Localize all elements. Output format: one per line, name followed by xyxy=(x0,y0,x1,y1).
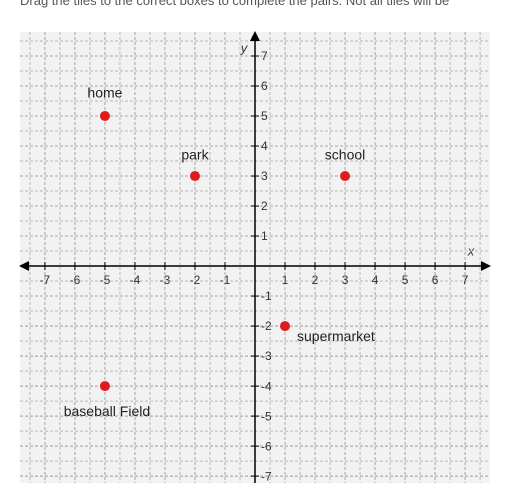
point xyxy=(340,171,351,182)
y-tick-label: -3 xyxy=(261,349,272,363)
x-tick-label: 2 xyxy=(312,273,319,287)
point xyxy=(99,111,110,122)
y-tick-label: 6 xyxy=(261,79,268,93)
point-label: home xyxy=(87,85,122,101)
x-tick-label: -6 xyxy=(70,273,81,287)
point xyxy=(99,381,110,392)
x-axis-arrow xyxy=(19,261,29,272)
y-tick-label: -5 xyxy=(261,409,272,423)
x-tick-label: 7 xyxy=(462,273,469,287)
x-tick-label: 6 xyxy=(432,273,439,287)
x-tick-label: 3 xyxy=(342,273,349,287)
y-tick-label: -2 xyxy=(261,319,272,333)
y-axis-arrow xyxy=(250,31,260,41)
x-axis-arrow xyxy=(481,261,491,272)
point-label: school xyxy=(325,147,365,163)
x-tick-label: 5 xyxy=(402,273,409,287)
y-tick-label: 1 xyxy=(261,229,268,243)
y-tick-label: 7 xyxy=(261,49,268,63)
x-tick-label: -7 xyxy=(40,273,51,287)
x-tick-label: -5 xyxy=(100,273,111,287)
x-tick-label: -1 xyxy=(220,273,231,287)
y-tick-label: 3 xyxy=(261,169,268,183)
point-label: park xyxy=(181,147,209,163)
y-tick-label: -1 xyxy=(261,289,272,303)
x-tick-label: -4 xyxy=(130,273,141,287)
y-tick-label: -6 xyxy=(261,439,272,453)
instruction: Drag the tiles to the correct boxes to c… xyxy=(20,0,450,8)
y-tick-label: 4 xyxy=(261,139,268,153)
y-axis-label: y xyxy=(240,40,249,55)
x-tick-label: -2 xyxy=(190,273,201,287)
x-tick-label: -3 xyxy=(160,273,171,287)
point xyxy=(280,321,291,332)
x-tick-label: 1 xyxy=(282,273,289,287)
point xyxy=(189,171,200,182)
y-tick-label: 2 xyxy=(261,199,268,213)
y-tick-label: 5 xyxy=(261,109,268,123)
y-tick-label: -4 xyxy=(261,379,272,393)
point-label: baseball Field xyxy=(64,403,150,419)
y-tick-label: -7 xyxy=(261,469,272,483)
point-label: supermarket xyxy=(297,328,375,344)
x-tick-label: 4 xyxy=(372,273,379,287)
